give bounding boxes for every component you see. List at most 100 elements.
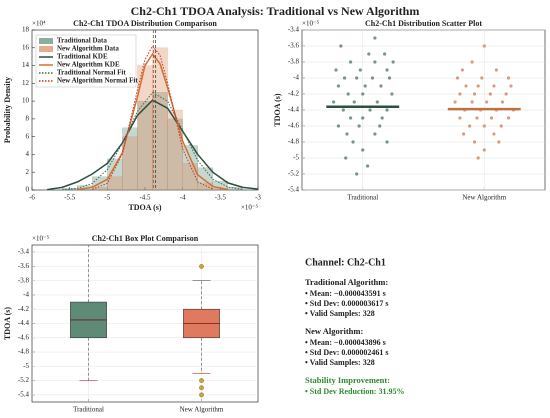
flier — [199, 385, 204, 391]
density-line — [92, 45, 214, 190]
scatter-point — [460, 68, 464, 72]
scatter-point — [355, 172, 359, 176]
scatter-point — [373, 132, 377, 136]
y-tick-label: -4.6 — [288, 122, 300, 130]
stats-section-title: Stability Improvement: — [305, 375, 390, 385]
density-line — [77, 52, 229, 191]
y-tick-label: -4.8 — [18, 348, 30, 356]
scatter-point — [499, 124, 503, 128]
scatter-point — [370, 76, 375, 80]
stats-section-title: Traditional Algorithm: — [305, 277, 388, 287]
scatter-point — [361, 92, 365, 96]
scatter-point — [352, 100, 356, 104]
scatter-point — [476, 84, 480, 88]
y-tick-label: 14 — [22, 61, 30, 69]
scatter-point — [345, 132, 349, 136]
scatter-point — [476, 156, 480, 160]
scatter-point — [494, 68, 498, 72]
x-tick-label: -3 — [255, 194, 261, 202]
x-tick-label: Traditional — [347, 194, 378, 202]
density-line — [62, 91, 244, 191]
y-tick-label: -4.4 — [288, 106, 300, 114]
scatter-point — [458, 116, 462, 120]
scatter-point — [368, 108, 372, 112]
y-tick-label: 0 — [26, 186, 30, 194]
legend-label: Traditional KDE — [57, 53, 108, 61]
legend-label: Traditional Data — [57, 37, 107, 45]
y-tick-label: -5.2 — [288, 170, 300, 178]
scatter-point — [472, 140, 477, 144]
stats-heading: Channel: Ch2-Ch1 — [305, 257, 386, 268]
scatter-point — [458, 92, 462, 96]
scatter-point — [489, 116, 494, 120]
scatter-point — [482, 148, 486, 152]
y-axis-label: Probability Density — [3, 77, 12, 143]
scatter-point — [380, 116, 384, 120]
histogram-bar — [152, 47, 168, 191]
stats-item: • Std Dev Reduction: 31.95% — [305, 387, 404, 396]
x-tick-label: -4 — [180, 194, 186, 202]
scatter-point — [355, 76, 359, 80]
histogram-bar — [182, 163, 198, 191]
scatter-point — [383, 52, 387, 56]
y-tick-label: -3.6 — [18, 262, 30, 270]
scatter-point — [385, 68, 389, 72]
y-tick-label: -4.2 — [288, 90, 300, 98]
scatter-point — [480, 76, 484, 80]
scatter-point — [366, 164, 370, 168]
y-tick-label: 16 — [22, 43, 30, 51]
x-tick-label: New Algorithm — [180, 406, 224, 414]
flier — [199, 378, 204, 383]
scatter-point — [455, 76, 460, 80]
y-tick-label: -5 — [293, 154, 299, 162]
scatter-point — [506, 116, 511, 120]
y-tick-label: -4 — [293, 74, 299, 82]
scatter-point — [482, 124, 486, 128]
stats-item: • Mean: −0.000043591 s — [305, 289, 386, 298]
y-tick-label: -4.6 — [18, 333, 30, 341]
scatter-point — [375, 100, 379, 104]
y-tick-label: -4.8 — [288, 138, 300, 146]
legend-swatch — [39, 46, 53, 52]
scatter-point — [506, 76, 511, 80]
y-tick-label: 2 — [26, 168, 30, 176]
histogram-bar — [92, 187, 108, 191]
scatter-point — [336, 84, 341, 88]
scatter-point — [341, 108, 345, 112]
y-tick-label: -3.8 — [288, 58, 300, 66]
scatter-point — [331, 100, 336, 104]
y-tick-label: 4 — [26, 150, 30, 158]
legend-swatch — [39, 38, 53, 44]
stats-section-title: New Algorithm: — [305, 326, 363, 336]
scatter-point — [373, 36, 377, 40]
x-tick-label: -5 — [104, 194, 110, 202]
scatter-point — [485, 100, 489, 104]
legend-label: Traditional Normal Fit — [57, 69, 126, 77]
x-multiplier: ×10⁻⁵ — [241, 204, 259, 212]
scatter-point — [453, 100, 457, 104]
y-tick-label: -4 — [23, 291, 29, 299]
scatter-point — [342, 76, 347, 80]
y-tick-label: 6 — [26, 132, 30, 140]
x-tick-label: -3.5 — [215, 194, 227, 202]
scatter-point — [500, 100, 505, 104]
y-multiplier: ×10⁴ — [32, 20, 46, 28]
y-tick-label: -3.4 — [288, 26, 300, 34]
scatter-point — [361, 148, 365, 152]
scatter-point — [387, 76, 392, 80]
stats-item: • Std Dev: 0.000003617 s — [305, 299, 388, 308]
x-tick-label: -6 — [29, 194, 35, 202]
y-axis-label: TDOA (s) — [3, 307, 12, 340]
scatter-point — [470, 100, 474, 104]
y-tick-label: -3.4 — [18, 248, 30, 256]
stats-item: • Valid Samples: 328 — [305, 358, 375, 367]
density-line — [46, 99, 259, 191]
scatter-point — [492, 132, 496, 136]
x-tick-label: -4.5 — [139, 194, 151, 202]
scatter-point — [509, 84, 513, 88]
y-tick-label: 8 — [26, 114, 30, 122]
x-tick-label: Traditional — [73, 406, 104, 414]
scatter-point — [468, 124, 472, 128]
chart-title: Ch2-Ch1 TDOA Distribution Comparison — [73, 19, 217, 28]
